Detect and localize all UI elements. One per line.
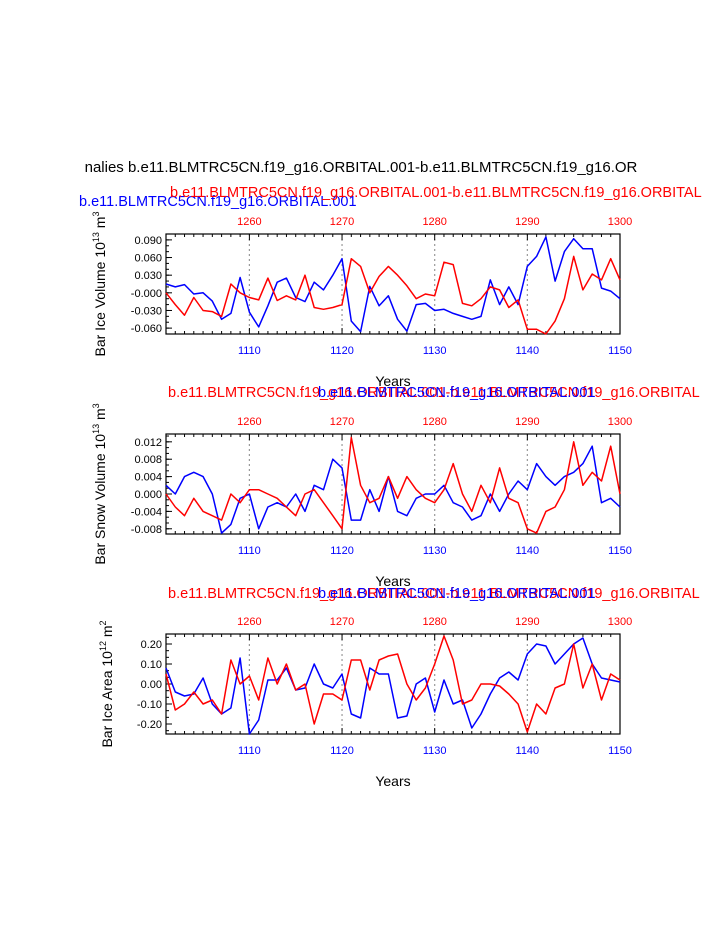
chart-panel-1: b.e11.BLMTRC5CN.f19_g16.ORBITAL.001b.e11… [79,185,702,389]
x-tick-label: 1120 [330,745,354,757]
x-tick-label: 1120 [330,345,354,357]
y-tick-label: -0.000 [131,288,162,300]
y-tick-label: -0.060 [131,323,162,335]
x-tick-label: 1150 [608,745,632,757]
chart-panel-3: b.e11.BLMTRC5CN.f19_g16.ORBITAL.001-b.e1… [98,586,700,789]
y-tick-label: 0.000 [134,489,162,501]
x-tick-label: 1110 [238,545,261,557]
series-line-blue [165,236,621,333]
top-x-tick-label: 1270 [330,616,354,628]
y-tick-label: -0.20 [137,719,162,731]
x-tick-label: 1140 [516,345,540,357]
top-x-tick-label: 1280 [422,416,446,428]
top-x-tick-label: 1280 [422,616,446,628]
y-axis-label: Bar Snow Volume 1013 m3 [91,403,108,564]
y-tick-label: 0.00 [141,679,162,691]
series-title-red: b.e11.BLMTRC5CN.f19_g16.ORBITAL.001-b.e1… [170,185,702,201]
x-tick-label: 1150 [608,545,632,557]
x-tick-label: 1150 [608,345,632,357]
top-x-tick-label: 1300 [608,416,632,428]
x-tick-label: 1130 [423,345,447,357]
series-title-blue: b.e11.BLMTRC5CN.f19_g16.ORBITAL.001 [318,385,596,401]
y-tick-label: 0.030 [134,270,162,282]
top-x-tick-label: 1260 [237,416,261,428]
top-x-tick-label: 1290 [515,416,539,428]
series-title-blue: b.e11.BLMTRC5CN.f19_g16.ORBITAL.001 [318,586,596,602]
series-line-red [165,255,621,335]
y-tick-label: -0.008 [131,524,162,536]
top-x-tick-label: 1300 [608,616,632,628]
top-x-tick-label: 1290 [515,216,539,228]
x-tick-label: 1120 [330,545,354,557]
series-line-blue [165,637,621,735]
x-axis-label: Years [375,573,410,589]
x-tick-label: 1140 [516,545,540,557]
x-tick-label: 1130 [423,545,447,557]
x-axis-label: Years [375,373,410,389]
x-tick-label: 1110 [238,745,261,757]
series-title-blue: b.e11.BLMTRC5CN.f19_g16.ORBITAL.001 [79,194,357,210]
series-line-red [165,635,621,733]
y-tick-label: 0.060 [134,253,162,265]
series-line-red [165,436,621,534]
x-axis-label: Years [375,773,410,789]
y-tick-label: 0.008 [134,454,162,466]
y-tick-label: 0.012 [134,437,162,449]
top-x-tick-label: 1300 [608,216,632,228]
x-tick-label: 1110 [238,345,261,357]
y-tick-label: -0.030 [131,305,162,317]
x-tick-label: 1130 [423,745,447,757]
y-tick-label: -0.004 [131,506,162,518]
top-x-tick-label: 1270 [330,216,354,228]
panels: b.e11.BLMTRC5CN.f19_g16.ORBITAL.001b.e11… [79,185,702,789]
chart-panel-2: b.e11.BLMTRC5CN.f19_g16.ORBITAL.001-b.e1… [91,385,700,589]
y-axis-label: Bar Ice Volume 1013 m3 [91,212,108,357]
y-axis-label: Bar Ice Area 1012 m2 [98,620,115,747]
main-title: nalies b.e11.BLMTRC5CN.f19_g16.ORBITAL.0… [85,159,638,176]
x-tick-label: 1140 [516,745,540,757]
top-x-tick-label: 1280 [422,216,446,228]
y-tick-label: 0.004 [134,472,162,484]
y-tick-label: 0.10 [141,659,162,671]
y-tick-label: 0.090 [134,235,162,247]
top-x-tick-label: 1270 [330,416,354,428]
top-x-tick-label: 1290 [515,616,539,628]
y-tick-label: 0.20 [141,639,162,651]
plot-frame [165,433,621,535]
top-x-tick-label: 1260 [237,216,261,228]
y-tick-label: -0.10 [137,699,162,711]
series-title-red: b.e11.BLMTRC5CN.f19_g16.ORBITAL.001-b.e1… [168,586,700,602]
series-title-red: b.e11.BLMTRC5CN.f19_g16.ORBITAL.001-b.e1… [168,385,700,401]
series-line-blue [165,445,621,534]
top-x-tick-label: 1260 [237,616,261,628]
